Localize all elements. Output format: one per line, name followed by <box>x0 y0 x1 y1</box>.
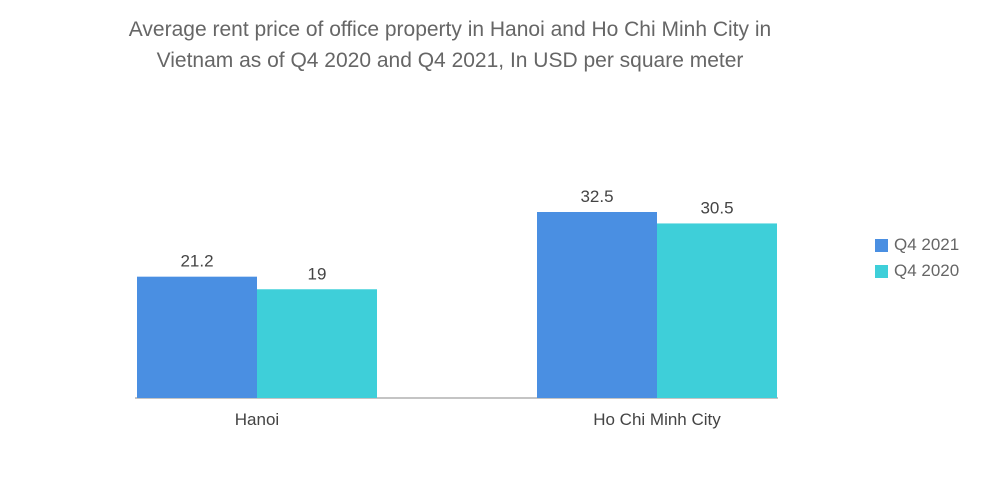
category-labels-group: Hanoi Ho Chi Minh City <box>235 410 721 429</box>
chart-title-line-1: Average rent price of office property in… <box>128 18 772 41</box>
legend-item-q4-2021: Q4 2021 <box>875 232 959 258</box>
bar-hanoi-q4-2020 <box>257 289 377 398</box>
legend: Q4 2021 Q4 2020 <box>875 232 959 284</box>
bar-hanoi-q4-2021 <box>137 276 257 398</box>
legend-item-q4-2020: Q4 2020 <box>875 258 959 284</box>
bar-ho-chi-minh-city-q4-2021 <box>537 212 657 398</box>
legend-label-q4-2020: Q4 2020 <box>894 261 960 280</box>
chart-title-line-2: Vietnam as of Q4 2020 and Q4 2021, In US… <box>156 49 744 72</box>
legend-swatch-q4-2021 <box>875 238 888 252</box>
legend-label-q4-2021: Q4 2021 <box>894 235 960 254</box>
bar-ho-chi-minh-city-q4-2020 <box>657 223 777 398</box>
chart-title: Average rent price of office property in… <box>0 14 900 76</box>
value-label-hanoi-q4-2021: 21.2 <box>180 252 213 271</box>
category-label-ho-chi-minh-city: Ho Chi Minh City <box>593 410 721 429</box>
category-label-hanoi: Hanoi <box>235 410 279 429</box>
value-label-ho-chi-minh-city-q4-2020: 30.5 <box>700 198 733 217</box>
legend-swatch-q4-2020 <box>875 264 888 278</box>
bars-group <box>137 212 777 398</box>
value-label-ho-chi-minh-city-q4-2021: 32.5 <box>580 187 613 206</box>
value-label-hanoi-q4-2020: 19 <box>308 264 327 283</box>
value-labels-group: 21.2 19 32.5 30.5 <box>180 187 733 283</box>
